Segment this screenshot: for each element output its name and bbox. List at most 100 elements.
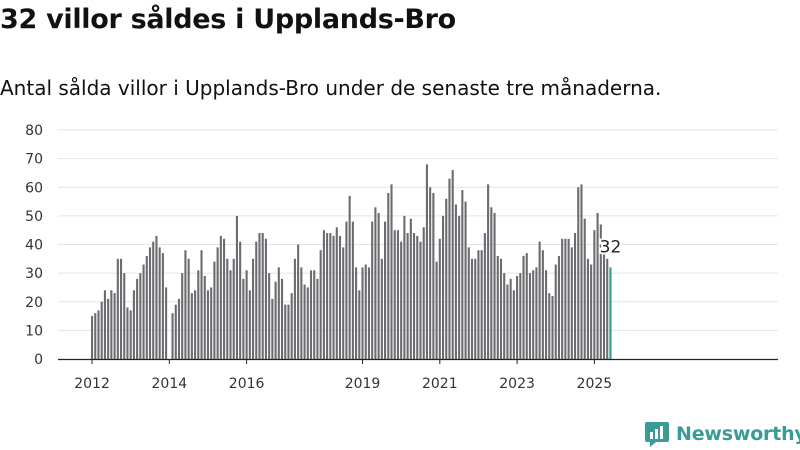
bar (213, 261, 216, 359)
bar (329, 233, 332, 359)
bar (322, 230, 325, 359)
y-tick-label: 50 (25, 209, 43, 225)
bar (190, 293, 193, 359)
y-tick-label: 60 (25, 180, 43, 196)
x-tick-label: 2016 (229, 376, 265, 392)
bar (483, 233, 486, 359)
bar (319, 250, 322, 359)
bar (393, 230, 396, 359)
x-tick-label: 2023 (499, 376, 535, 392)
bar (567, 238, 570, 359)
bar (200, 250, 203, 359)
bar (258, 233, 261, 359)
bar (535, 267, 538, 359)
y-tick-label: 80 (25, 123, 43, 139)
bar (599, 224, 602, 359)
x-tick-label: 2021 (422, 376, 458, 392)
bar (590, 264, 593, 359)
bar (252, 258, 255, 359)
y-tick-label: 70 (25, 152, 43, 168)
bar (355, 267, 358, 359)
bar (316, 278, 319, 359)
bar (126, 307, 129, 359)
bar (413, 233, 416, 359)
bar (522, 255, 525, 359)
bar (274, 281, 277, 359)
y-tick-label: 0 (34, 352, 43, 368)
bar (309, 270, 313, 359)
bar (132, 290, 135, 359)
bar (503, 273, 506, 359)
bar (139, 273, 142, 359)
bar (512, 290, 515, 359)
bar (454, 204, 457, 359)
bar (165, 287, 168, 359)
bars (91, 164, 612, 359)
bar (148, 247, 152, 359)
bar (100, 301, 103, 359)
annotations: 32 (598, 235, 624, 259)
bar (470, 258, 474, 359)
bar (461, 190, 464, 359)
bar (602, 253, 606, 359)
bar (403, 215, 406, 359)
bar (264, 238, 267, 359)
bar (345, 221, 348, 359)
bar (284, 304, 287, 359)
bar (396, 230, 399, 359)
highlight-bar (609, 267, 612, 359)
bar (158, 247, 161, 359)
bar (551, 296, 554, 359)
bar (229, 270, 232, 359)
y-tick-label: 20 (25, 295, 43, 311)
bar (155, 235, 158, 359)
bar (432, 192, 435, 359)
bar (277, 267, 280, 359)
bar (174, 304, 177, 359)
bar (384, 221, 387, 359)
bar (245, 270, 248, 359)
bar (342, 247, 345, 359)
bar (293, 258, 296, 359)
bar (313, 270, 316, 359)
bar (425, 164, 428, 359)
bar (554, 264, 557, 359)
bar (380, 258, 383, 359)
bar (519, 273, 522, 359)
bar (358, 290, 361, 359)
bar (509, 278, 512, 359)
bar (97, 310, 100, 359)
bar (371, 221, 374, 359)
bar (181, 273, 184, 359)
chart-subtitle: Antal sålda villor i Upplands-Bro under … (0, 76, 662, 100)
bar (574, 233, 577, 359)
bar (445, 198, 448, 359)
x-tick-label: 2012 (74, 376, 110, 392)
bar (458, 215, 461, 359)
bar (255, 241, 258, 359)
bar (280, 278, 284, 359)
bar (119, 258, 123, 359)
bar (528, 273, 532, 359)
y-tick-label: 30 (25, 266, 43, 282)
bar (564, 238, 567, 359)
newsworthy-brand[interactable]: Newsworthy (644, 419, 800, 449)
page-title: 32 villor såldes i Upplands-Bro (0, 4, 456, 35)
bar (223, 238, 226, 359)
bar (367, 267, 371, 359)
bar (351, 221, 354, 359)
bar (91, 316, 94, 359)
bar (113, 293, 116, 359)
bar (364, 264, 367, 359)
brand-name: Newsworthy (676, 423, 800, 445)
bar (197, 270, 200, 359)
bar (577, 187, 580, 359)
bar (422, 227, 425, 359)
y-tick-label: 10 (25, 323, 43, 339)
bar (152, 241, 155, 359)
bar (287, 304, 290, 359)
bar (467, 247, 470, 359)
bar (171, 313, 174, 359)
bar (480, 250, 483, 359)
bar (348, 195, 351, 359)
